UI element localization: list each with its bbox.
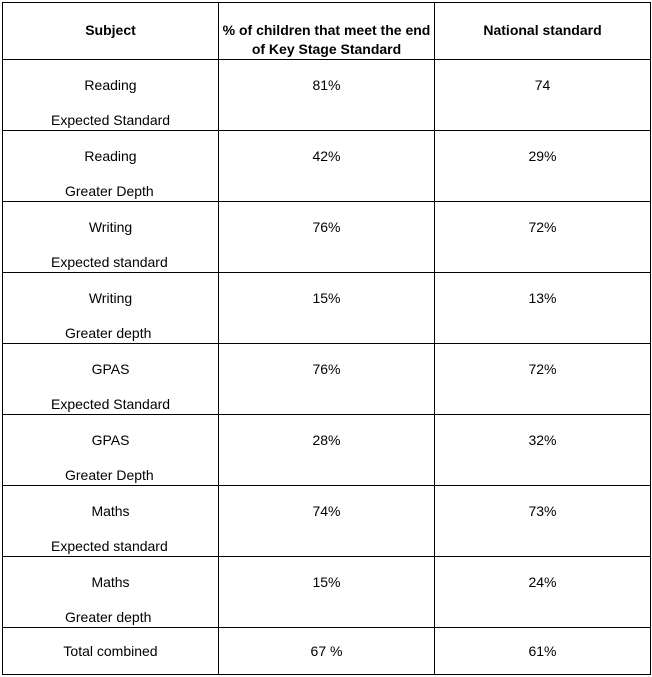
subject-cell: GPAS Expected Standard [2,343,219,415]
national-cell: 24% [434,556,651,628]
total-label: Total combined [63,642,158,659]
national-cell: 72% [434,343,651,415]
percent-value: 42% [312,148,341,164]
subject-name: Reading [84,148,137,164]
total-national-value: 61% [528,642,557,659]
subject-cell: Reading Expected Standard [2,59,219,131]
header-percent-meet: % of children that meet the end of Key S… [218,2,435,60]
table-row: Maths Greater depth 15% 24% [2,556,651,628]
national-value: 72% [528,361,557,377]
subject-cell: Writing Expected standard [2,201,219,273]
table-row: Maths Expected standard 74% 73% [2,485,651,557]
national-cell: 74 [434,59,651,131]
subject-level: Expected standard [51,254,168,270]
subject-cell: Writing Greater depth [2,272,219,344]
header-national-standard: National standard [434,2,651,60]
percent-value: 76% [312,219,341,235]
percent-cell: 76% [218,201,435,273]
subject-name: Writing [88,219,133,235]
subject-level: Greater Depth [65,183,154,199]
national-cell: 13% [434,272,651,344]
national-value: 74 [534,77,551,93]
subject-level: Greater Depth [65,467,154,483]
subject-level: Greater depth [65,325,152,341]
percent-value: 81% [312,77,341,93]
national-value: 13% [528,290,557,306]
national-value: 24% [528,574,557,590]
table-row: GPAS Expected Standard 76% 72% [2,343,651,415]
subject-name: Reading [84,77,137,93]
subject-name: Maths [91,503,130,519]
national-cell: 29% [434,130,651,202]
subject-level: Expected Standard [51,112,171,128]
national-cell: 73% [434,485,651,557]
header-row: Subject % of children that meet the end … [2,2,651,60]
national-cell: 32% [434,414,651,486]
national-value: 29% [528,148,557,164]
subject-level: Expected standard [51,538,168,554]
total-national-cell: 61% [434,627,651,675]
total-percent-value: 67 % [310,642,343,659]
subject-cell: Maths Greater depth [2,556,219,628]
percent-value: 15% [312,574,341,590]
subject-level: Expected Standard [51,396,171,412]
national-value: 32% [528,432,557,448]
subject-level: Greater depth [65,609,152,625]
total-percent-cell: 67 % [218,627,435,675]
header-subject: Subject [2,2,219,60]
subject-name: GPAS [91,432,130,448]
percent-value: 15% [312,290,341,306]
percent-cell: 15% [218,272,435,344]
table-row: GPAS Greater Depth 28% 32% [2,414,651,486]
percent-cell: 28% [218,414,435,486]
percent-cell: 81% [218,59,435,131]
national-value: 72% [528,219,557,235]
table-row: Reading Expected Standard 81% 74 [2,59,651,131]
table-row: Reading Greater Depth 42% 29% [2,130,651,202]
subject-name: Writing [88,290,133,306]
percent-cell: 15% [218,556,435,628]
percent-cell: 74% [218,485,435,557]
subject-cell: Maths Expected standard [2,485,219,557]
total-row: Total combined 67 % 61% [2,627,651,675]
national-cell: 72% [434,201,651,273]
percent-value: 74% [312,503,341,519]
total-label-cell: Total combined [2,627,219,675]
national-value: 73% [528,503,557,519]
subject-cell: GPAS Greater Depth [2,414,219,486]
table-row: Writing Greater depth 15% 13% [2,272,651,344]
table-row: Writing Expected standard 76% 72% [2,201,651,273]
subject-cell: Reading Greater Depth [2,130,219,202]
subject-name: Maths [91,574,130,590]
percent-cell: 42% [218,130,435,202]
percent-value: 28% [312,432,341,448]
subject-name: GPAS [91,361,130,377]
percent-cell: 76% [218,343,435,415]
percent-value: 76% [312,361,341,377]
